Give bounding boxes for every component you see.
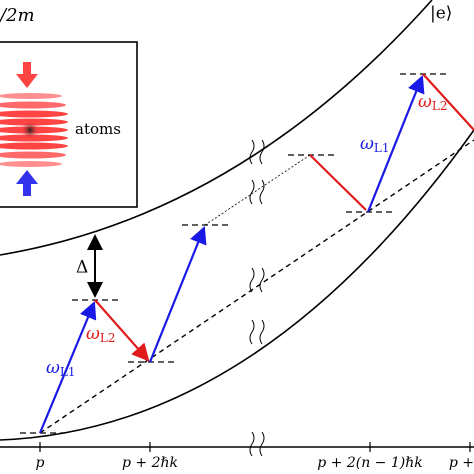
x-label: p + 2(n − 1)ℏk (317, 455, 422, 471)
energy-label: /2m (0, 5, 35, 26)
fringes (0, 93, 68, 167)
transition-label: ωL1 (46, 358, 75, 379)
transition-label: ωL2 (86, 324, 115, 345)
x-label: p + (449, 455, 474, 471)
axis-breaks (249, 139, 265, 457)
x-label: p (36, 455, 45, 471)
transition-label: ωL2 (418, 92, 447, 113)
detuning-label: Δ (76, 258, 88, 278)
transition-arrows (38, 73, 474, 434)
x-label: p + 2ℏk (122, 455, 178, 471)
dashed-line (39, 139, 474, 434)
excited-curve (0, 0, 433, 256)
laser-arrow-bottom (16, 170, 38, 196)
transition-label: ωL1 (360, 134, 389, 155)
inset-label: atoms (75, 120, 121, 138)
dotted-line (204, 154, 311, 226)
ticks (39, 442, 471, 452)
state-label: |e⟩ (430, 4, 452, 24)
x-labels: p p + 2ℏk p + 2(n − 1)ℏk p + (36, 455, 474, 471)
laser-arrow-top (16, 62, 38, 88)
ground-curve (0, 129, 474, 441)
